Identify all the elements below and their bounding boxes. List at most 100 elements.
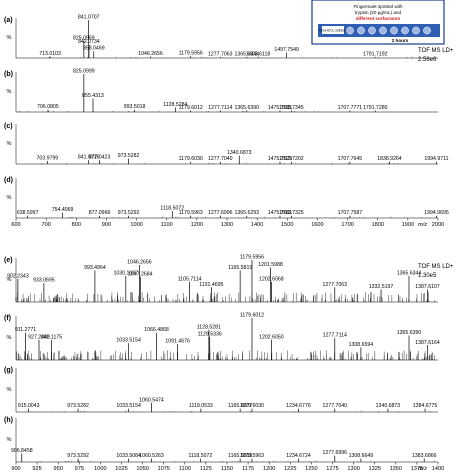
x-tick-label: 1350 xyxy=(390,466,402,472)
percent-axis-label: % xyxy=(7,437,12,443)
panel-label: (c) xyxy=(4,123,13,130)
peak-label: 1046.2656 xyxy=(127,260,152,266)
x-tick-label: 1200 xyxy=(263,466,275,472)
peak-label: 1707.7645 xyxy=(338,156,363,162)
peak-label: 1234.6724 xyxy=(286,453,311,459)
inset-spot xyxy=(412,26,420,35)
peak-label: 1066.4868 xyxy=(144,327,169,333)
spectrum-panel: (d)% 638.5997 754.4069 877.0966 973.5292 1118… xyxy=(4,177,449,228)
peak-label: 1202.6068 xyxy=(259,276,284,282)
peak-label: 754.4069 xyxy=(52,207,74,213)
x-tick-label: 1000 xyxy=(94,466,106,472)
peak-label: 1047.2684 xyxy=(128,271,153,277)
peak-label: 1118.5072 xyxy=(160,206,184,212)
inset-spot xyxy=(368,26,376,35)
peak-label: 1791.7280 xyxy=(363,105,388,111)
peak-label: 973.5282 xyxy=(67,403,89,409)
peak-label: 1475.7529 xyxy=(268,156,293,162)
peak-label: 915.0043 xyxy=(18,403,40,409)
x-tick-label: 2000 xyxy=(432,222,444,228)
peak-label: 1201.5988 xyxy=(258,262,283,268)
peak-label: 927.2490 xyxy=(28,334,50,340)
x-tick-label: 925 xyxy=(32,466,41,472)
percent-axis-label: % xyxy=(7,35,12,41)
panel-label: (a) xyxy=(4,17,13,24)
peak-label: 842.0734 xyxy=(78,39,100,45)
x-tick-label: 1050 xyxy=(136,466,148,472)
x-tick-label: 1900 xyxy=(402,222,414,228)
peak-label: 825.0959 xyxy=(73,35,95,41)
mz-axis-label: m/z xyxy=(418,466,427,472)
peak-label: 1179.6012 xyxy=(240,313,264,319)
peak-label: 1131.4695 xyxy=(199,282,223,288)
panel-label: (d) xyxy=(4,177,13,184)
peak-label: 1475.7681 xyxy=(268,105,293,111)
spectrum-panel: (e)%902.2343933.0695993.49641030.1007104… xyxy=(4,255,440,303)
percent-axis-label: % xyxy=(7,195,12,201)
inset-spot xyxy=(423,26,431,35)
peak-label: 1060.5263 xyxy=(139,453,164,459)
peak-label: 1497.7549 xyxy=(274,47,299,53)
inset-line-1: Fingermark spotted with xyxy=(353,4,402,9)
peak-label: 993.5018 xyxy=(124,104,146,110)
peak-label: 1060.5474 xyxy=(139,397,164,403)
peak-label: 942.1175 xyxy=(41,334,62,340)
x-tick-label: 1025 xyxy=(115,466,127,472)
peak-label: 1365.6344 xyxy=(235,51,260,57)
spectra-panels: (a)% 713.0103 825.0959 841.0707 842.0734858.… xyxy=(4,15,449,473)
peak-label: 841.0716 xyxy=(78,155,100,161)
x-tick-label: 1300 xyxy=(221,222,233,228)
x-tick-label: 1400 xyxy=(251,222,263,228)
peak-label: 906.8458 xyxy=(11,448,33,454)
peak-label: 1277.6996 xyxy=(323,450,348,456)
peak-label: 1179.5956 xyxy=(240,255,264,261)
x-tick-label: 1325 xyxy=(368,466,380,472)
spectrum-panel: (b)% 706.0805 825.0999 855.4313 993.5018 1128… xyxy=(4,69,438,113)
inset-caption: NH₄HCO₃ solution xyxy=(319,29,347,33)
peak-label: 1129.5336 xyxy=(198,331,222,337)
peak-label: 638.5997 xyxy=(17,210,39,216)
peak-label: 1179.6030 xyxy=(240,403,264,409)
x-tick-label: 1600 xyxy=(311,222,323,228)
x-tick-label: 1800 xyxy=(371,222,383,228)
percent-axis-label: % xyxy=(7,277,12,283)
peak-label: 877.0423 xyxy=(89,155,111,161)
peak-label: 1179.5963 xyxy=(240,453,264,459)
peak-label: 1105.7114 xyxy=(178,276,202,282)
peak-label: 1340.6873 xyxy=(376,403,401,409)
peak-label: 1033.5084 xyxy=(116,453,141,459)
peak-label: 1403.6118 xyxy=(246,51,270,57)
x-tick-label: 1275 xyxy=(326,466,338,472)
x-tick-label: 1125 xyxy=(200,466,212,472)
inset-spot xyxy=(379,26,387,35)
peak-label: 1513.7325 xyxy=(279,210,304,216)
x-tick-label: 600 xyxy=(11,222,20,228)
inset-line-3: different surfactants xyxy=(356,16,401,21)
peak-label: 1119.0533 xyxy=(189,403,213,409)
x-tick-label: 1200 xyxy=(191,222,203,228)
peak-label: 1513.7345 xyxy=(279,105,304,111)
peak-label: 1234.6776 xyxy=(286,403,311,409)
x-tick-label: 1250 xyxy=(305,466,317,472)
peak-label: 1387.6107 xyxy=(415,284,440,290)
peak-label: 1179.6030 xyxy=(179,156,203,162)
x-tick-label: 900 xyxy=(102,222,111,228)
peak-label: 1179.5963 xyxy=(179,210,203,216)
x-tick-label: 1500 xyxy=(281,222,293,228)
peak-label: 1387.6164 xyxy=(415,340,440,346)
peak-label: 911.2771 xyxy=(15,327,36,333)
x-tick-label: 1375 xyxy=(411,466,423,472)
mz-axis-label: m/z xyxy=(418,222,427,228)
peak-label: 1128.5281 xyxy=(197,324,221,330)
percent-axis-label: % xyxy=(7,335,12,341)
peak-label: 973.5282 xyxy=(118,153,140,159)
intensity-label-bottom: 1.30e5 xyxy=(418,273,437,279)
peak-label: 1277.7114 xyxy=(323,333,347,339)
peak-label: 933.0695 xyxy=(33,278,55,284)
peak-label: 706.0805 xyxy=(37,104,59,110)
peak-label: 1033.5154 xyxy=(116,338,141,344)
peak-label: 1994.9711 xyxy=(424,156,448,162)
